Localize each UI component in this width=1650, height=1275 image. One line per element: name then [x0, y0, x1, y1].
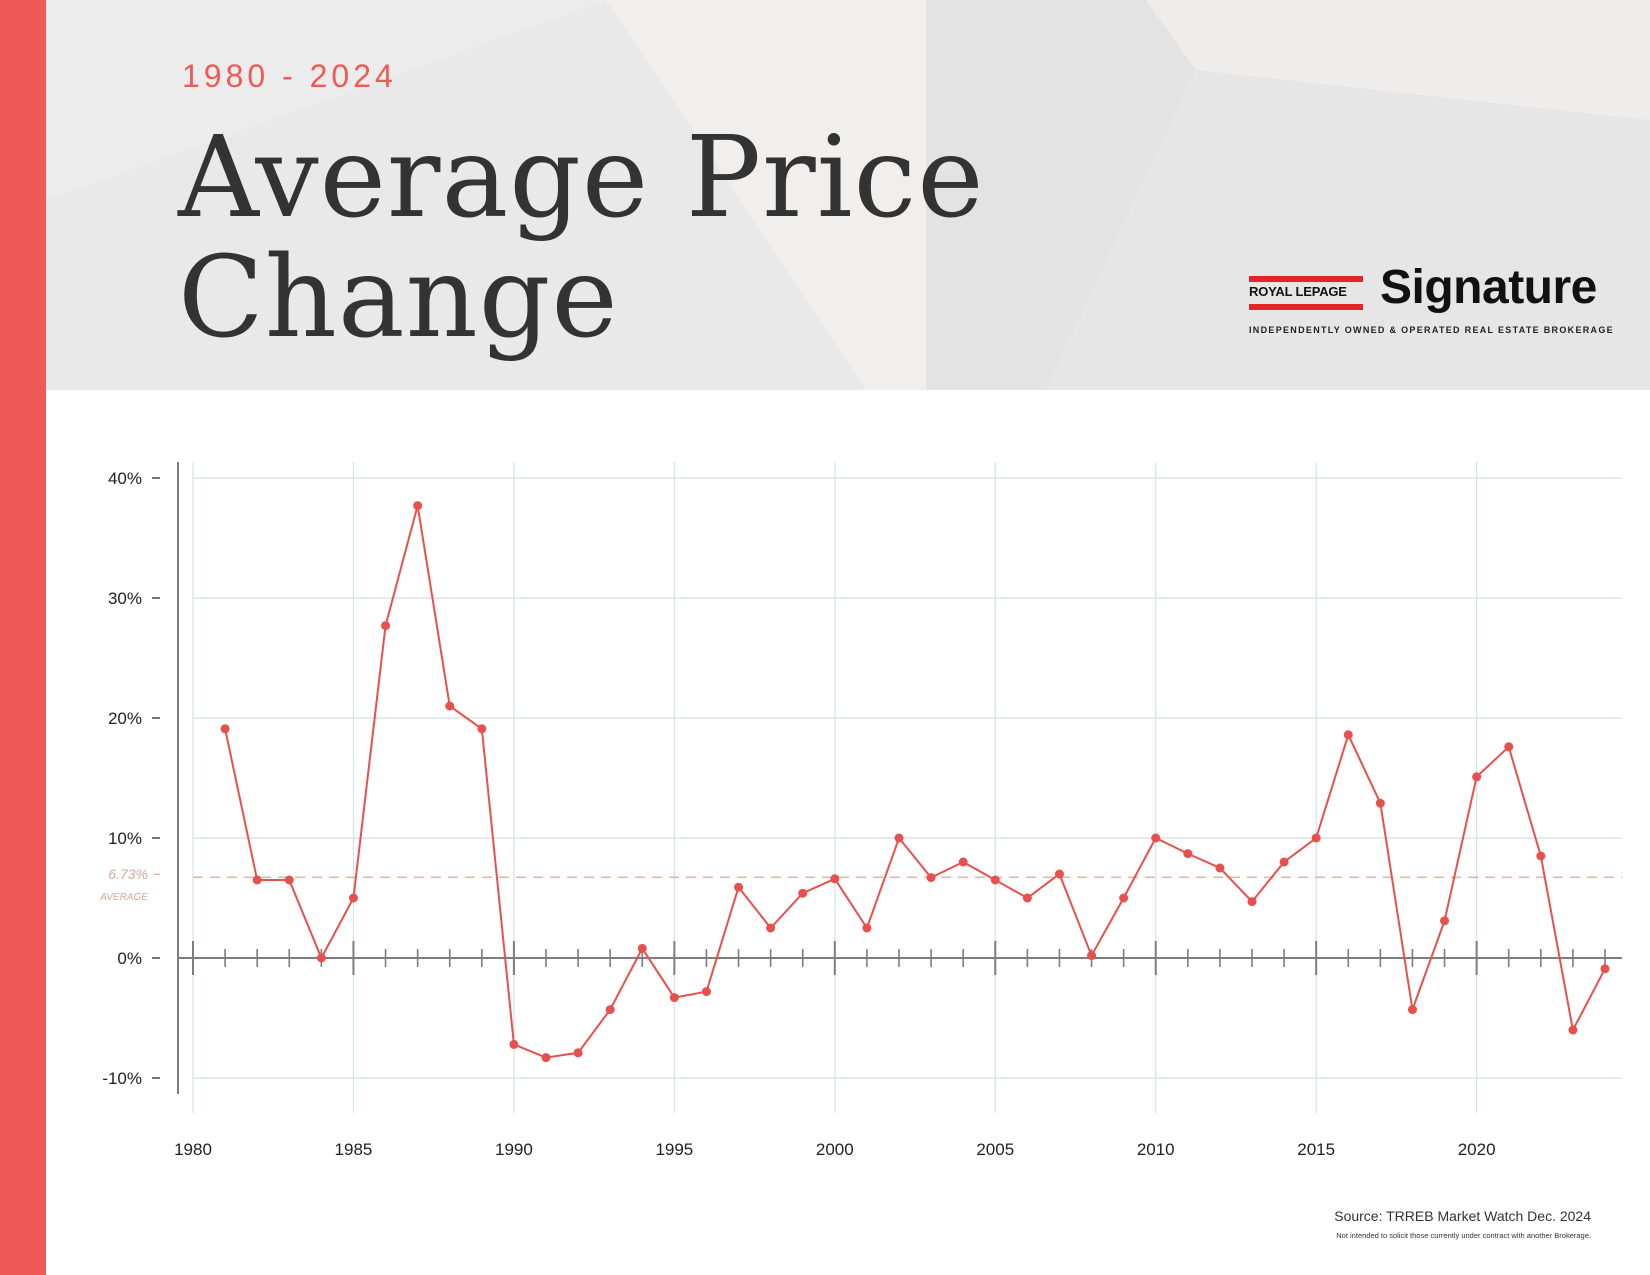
data-point — [990, 875, 1000, 885]
data-point — [1247, 897, 1257, 907]
data-point — [413, 501, 423, 511]
series-line — [224, 505, 1606, 1059]
data-point — [252, 875, 262, 885]
data-point — [798, 888, 808, 898]
data-point — [509, 1039, 519, 1049]
data-point — [605, 1005, 615, 1015]
header-background-shapes — [46, 0, 1650, 390]
y-tick-label: 30% — [108, 589, 142, 608]
data-point — [573, 1048, 583, 1058]
average-value-label: 6.73% — [108, 866, 148, 882]
accent-bar — [0, 0, 46, 1275]
y-tick-label: 0% — [117, 949, 142, 968]
data-point — [1600, 964, 1610, 974]
data-point — [541, 1053, 551, 1063]
x-tick-label: 2000 — [816, 1140, 854, 1159]
data-point — [1215, 863, 1225, 873]
data-point — [316, 953, 326, 963]
data-point — [381, 621, 391, 631]
data-point — [477, 724, 487, 734]
x-tick-label: 2015 — [1297, 1140, 1335, 1159]
data-point — [1440, 916, 1450, 926]
y-tick-label: 10% — [108, 829, 142, 848]
logo-wordmark: Signature — [1380, 261, 1597, 314]
y-tick-label: 20% — [108, 709, 142, 728]
data-point — [348, 893, 358, 903]
brand-logo: ROYAL LEPAGE Signature INDEPENDENTLY OWN… — [1249, 261, 1629, 338]
data-point — [1568, 1025, 1578, 1035]
data-point — [445, 701, 455, 711]
x-tick-label: 1985 — [335, 1140, 373, 1159]
data-point — [1472, 772, 1482, 782]
data-point — [734, 882, 744, 892]
data-point — [766, 923, 776, 933]
disclaimer-note: Not intended to solicit those currently … — [1336, 1231, 1591, 1240]
x-tick-label: 2005 — [976, 1140, 1014, 1159]
logo-brand-text: ROYAL LEPAGE — [1249, 284, 1347, 299]
data-point — [1087, 951, 1097, 961]
data-point — [637, 943, 647, 953]
header-banner: 1980 - 2024 Average Price Change ROYAL L… — [46, 0, 1650, 390]
source-note: Source: TRREB Market Watch Dec. 2024 — [1334, 1208, 1591, 1224]
data-point — [958, 857, 968, 867]
data-point — [1279, 857, 1289, 867]
y-tick-label: 40% — [108, 469, 142, 488]
page-title-line-1: Average Price — [178, 113, 985, 243]
data-point — [701, 987, 711, 997]
data-point — [1343, 730, 1353, 740]
data-point — [220, 724, 230, 734]
date-range: 1980 - 2024 — [182, 58, 397, 94]
data-point — [1311, 833, 1321, 843]
y-tick-label: -10% — [102, 1069, 142, 1088]
data-point — [1536, 851, 1546, 861]
x-tick-label: 2010 — [1137, 1140, 1175, 1159]
data-point — [830, 874, 840, 884]
data-point — [1407, 1005, 1417, 1015]
royal-lepage-mark: ROYAL LEPAGE — [1249, 276, 1363, 310]
x-tick-label: 1980 — [174, 1140, 212, 1159]
page-title-line-2: Change — [178, 233, 619, 363]
data-point — [1054, 869, 1064, 879]
x-tick-label: 1990 — [495, 1140, 533, 1159]
data-point — [1119, 893, 1129, 903]
data-point — [862, 923, 872, 933]
page-title: Average Price Change — [178, 118, 985, 358]
x-tick-label: 2020 — [1458, 1140, 1496, 1159]
data-point — [284, 875, 294, 885]
data-point — [669, 993, 679, 1003]
data-point — [894, 833, 904, 843]
average-sub-label: AVERAGE — [99, 892, 148, 903]
data-point — [1504, 742, 1514, 752]
data-point — [1375, 798, 1385, 808]
logo-tagline: INDEPENDENTLY OWNED & OPERATED REAL ESTA… — [1249, 325, 1614, 335]
data-point — [1151, 833, 1161, 843]
data-point — [926, 873, 936, 883]
data-point — [1183, 849, 1193, 859]
data-point — [1022, 893, 1032, 903]
x-tick-label: 1995 — [655, 1140, 693, 1159]
